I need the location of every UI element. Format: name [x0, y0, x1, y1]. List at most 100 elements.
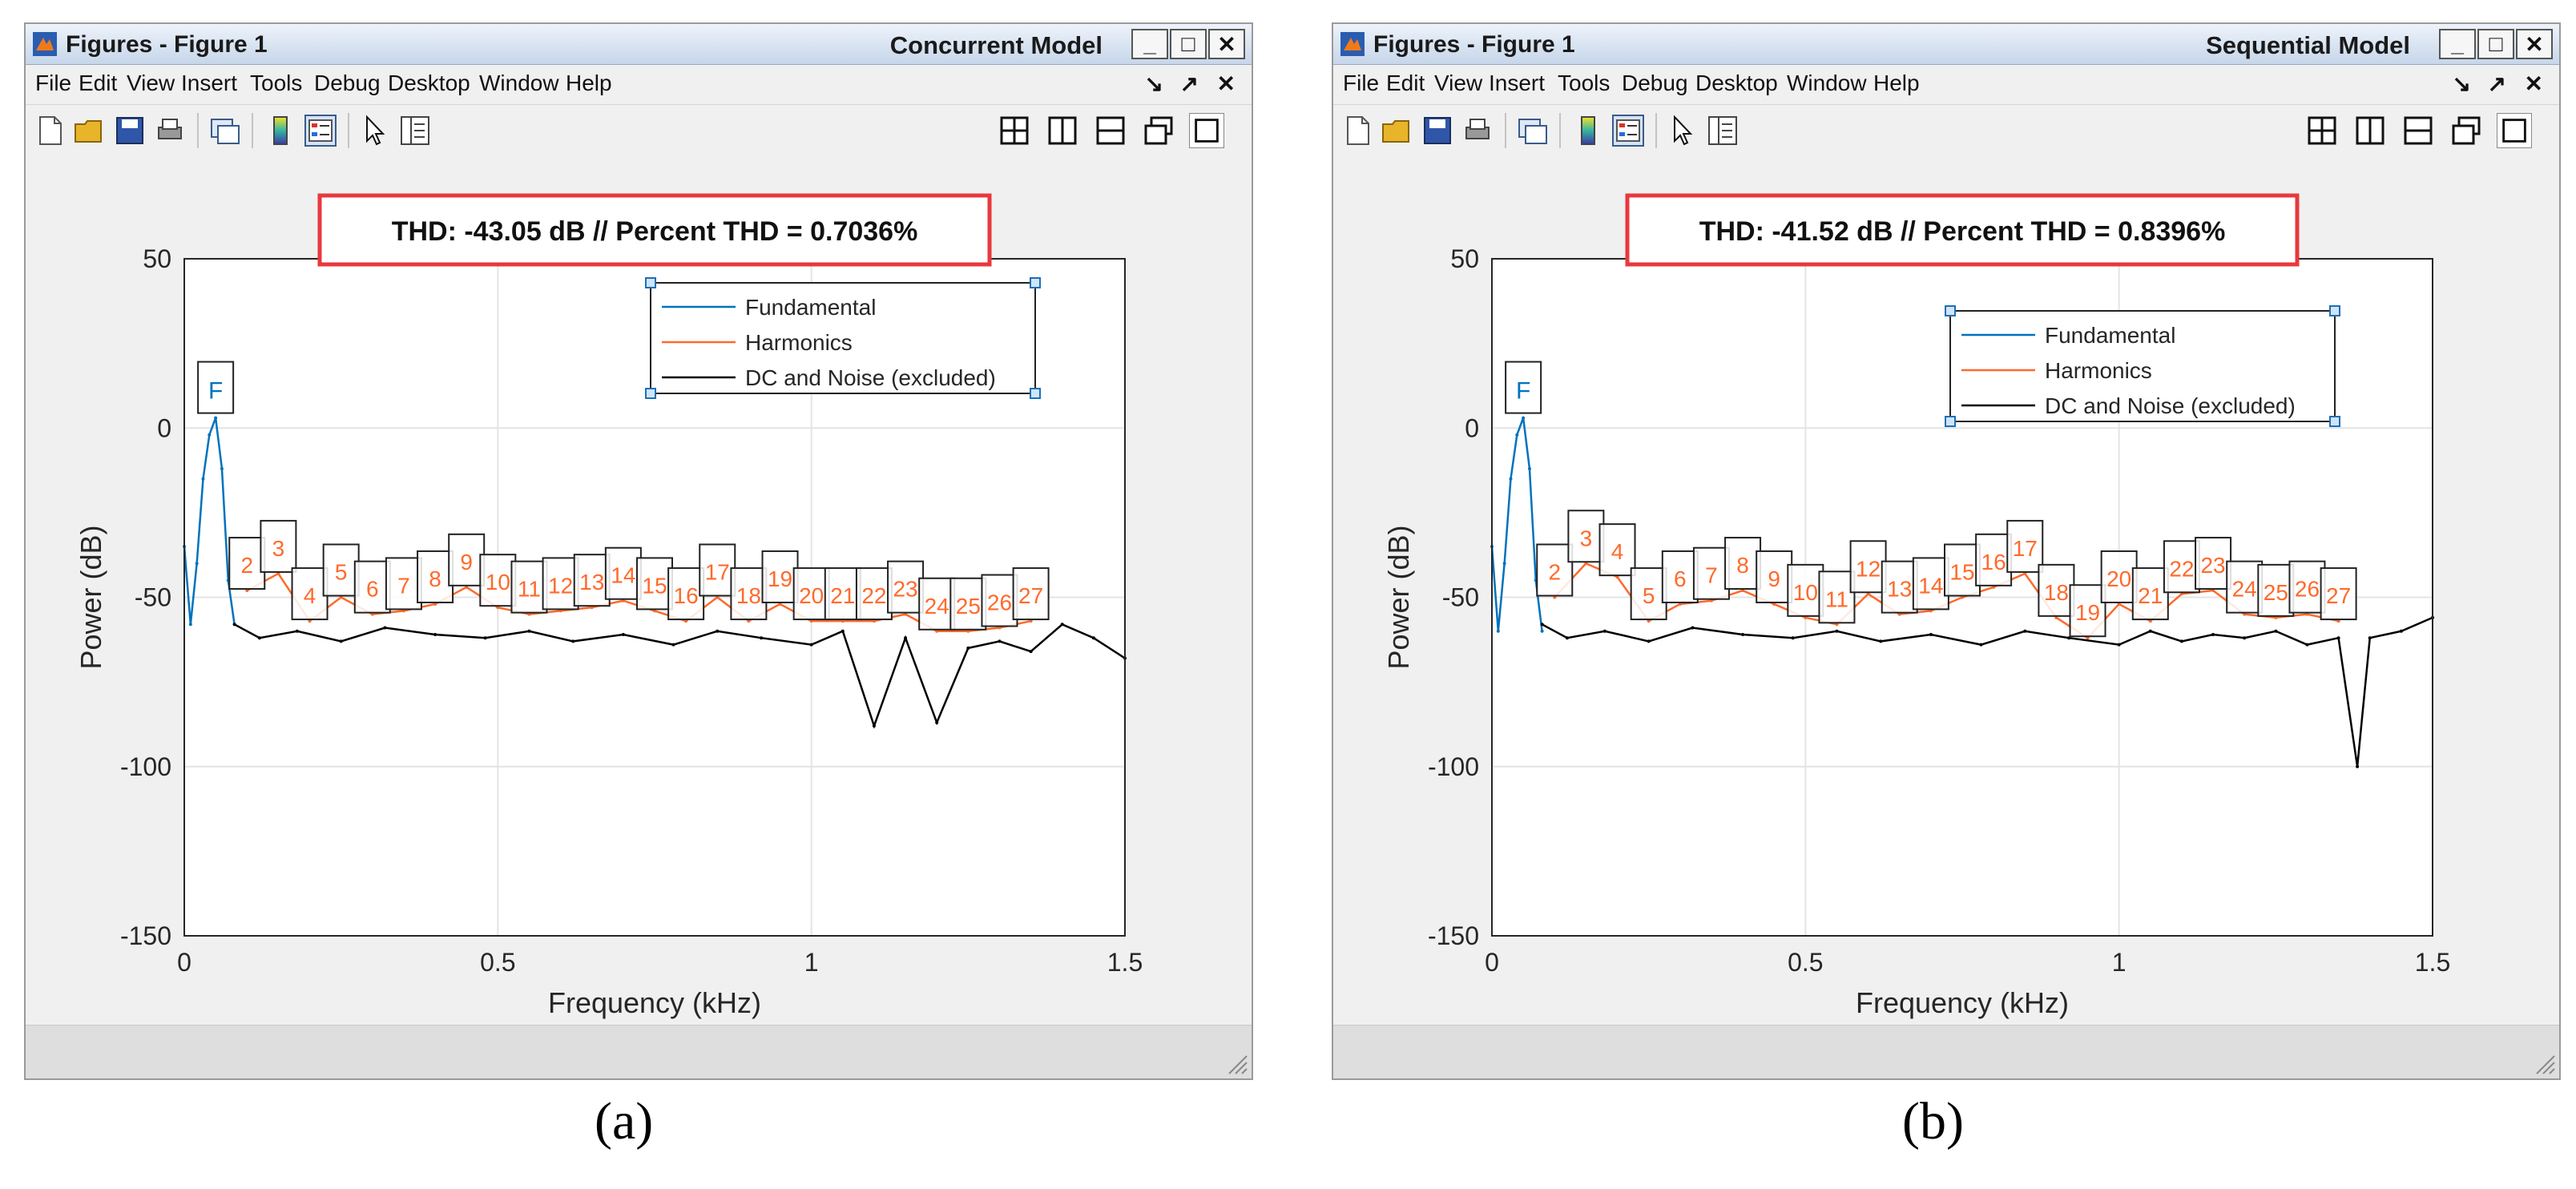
y-tick-label: -100	[1428, 752, 1479, 781]
close-figure-icon[interactable]: ✕	[1216, 71, 1236, 96]
legend-entry: Harmonics	[745, 330, 853, 355]
harmonic-marker-label: 25	[956, 594, 981, 619]
close-button[interactable]: ✕	[2516, 29, 2553, 59]
data-point	[2211, 632, 2215, 636]
insert-legend-icon[interactable]	[1611, 113, 1646, 148]
data-point	[621, 632, 625, 636]
insert-colorbar-icon[interactable]	[1570, 113, 1606, 148]
data-point	[214, 416, 218, 420]
harmonic-marker-label: 24	[2232, 577, 2257, 602]
legend-resize-handle	[2329, 416, 2340, 427]
dock-arrow-icon[interactable]: ↘	[2452, 71, 2471, 96]
menu-view[interactable]: View	[127, 71, 175, 95]
tile-rows-icon[interactable]	[1093, 113, 1128, 148]
title-bar[interactable]: Figures - Figure 1 Sequential Model _ □ …	[1333, 24, 2559, 65]
menu-window[interactable]: Window	[479, 71, 559, 95]
harmonic-marker-label: 20	[799, 583, 824, 608]
print-icon[interactable]	[1460, 113, 1495, 148]
link-plot-icon[interactable]	[207, 113, 242, 148]
menu-help[interactable]: Help	[1873, 71, 1920, 95]
fundamental-marker-label: F	[1516, 378, 1530, 405]
undock-arrow-icon[interactable]: ↗	[1179, 71, 1199, 96]
maximize-button[interactable]: □	[1170, 29, 1207, 59]
menu-insert[interactable]: Insert	[181, 71, 238, 95]
property-inspector-icon[interactable]	[1705, 113, 1740, 148]
save-icon[interactable]	[1420, 113, 1455, 148]
tile-columns-icon[interactable]	[2352, 113, 2388, 148]
y-axis-label: Power (dB)	[1382, 525, 1415, 669]
resize-grip-icon[interactable]	[2532, 1051, 2556, 1075]
x-tick-label: 1.5	[2415, 948, 2450, 977]
menu-help[interactable]: Help	[566, 71, 612, 95]
harmonic-marker-box	[1692, 546, 1730, 600]
harmonic-marker-box	[448, 533, 486, 586]
resize-grip-icon[interactable]	[1224, 1051, 1248, 1075]
menu-view[interactable]: View	[1434, 71, 1483, 95]
harmonic-marker-label: 23	[893, 577, 917, 602]
harmonic-marker-label: 21	[830, 583, 855, 608]
menu-window[interactable]: Window	[1787, 71, 1867, 95]
close-figure-icon[interactable]: ✕	[2524, 71, 2543, 96]
link-plot-icon[interactable]	[1514, 113, 1550, 148]
maximize-figure-icon[interactable]	[1189, 113, 1224, 148]
menu-tools[interactable]: Tools	[1558, 71, 1611, 95]
x-axis-label: Frequency (kHz)	[1856, 986, 2069, 1019]
fundamental-marker-label: F	[208, 378, 223, 405]
tile-grid-icon[interactable]	[997, 113, 1032, 148]
save-icon[interactable]	[112, 113, 147, 148]
harmonic-marker-label: 15	[1949, 560, 1974, 585]
harmonic-marker-label: 16	[674, 583, 699, 608]
menu-desktop[interactable]: Desktop	[388, 71, 470, 95]
maximize-button[interactable]: □	[2477, 29, 2514, 59]
legend-box	[650, 282, 1036, 394]
menu-edit[interactable]: Edit	[79, 71, 118, 95]
dock-arrow-icon[interactable]: ↘	[1144, 71, 1163, 96]
tile-rows-icon[interactable]	[2401, 113, 2436, 148]
legend-box	[1949, 310, 2336, 422]
menu-file[interactable]: File	[35, 71, 72, 95]
harmonic-marker-label: 8	[429, 566, 441, 591]
tile-grid-icon[interactable]	[2304, 113, 2340, 148]
pointer-arrow-icon[interactable]	[357, 113, 393, 148]
open-file-icon[interactable]	[72, 113, 107, 148]
minimize-button[interactable]: _	[1131, 29, 1168, 59]
harmonic-marker-box	[353, 560, 391, 614]
legend-resize-handle	[1030, 388, 1041, 399]
insert-colorbar-icon[interactable]	[263, 113, 298, 148]
undock-arrow-icon[interactable]: ↗	[2487, 71, 2506, 96]
pointer-arrow-icon[interactable]	[1665, 113, 1700, 148]
harmonic-marker-box	[260, 519, 297, 573]
data-point	[2336, 636, 2340, 640]
y-tick-label: -50	[135, 583, 171, 612]
new-figure-icon[interactable]	[1340, 113, 1375, 148]
property-inspector-icon[interactable]	[397, 113, 433, 148]
print-icon[interactable]	[152, 113, 187, 148]
harmonic-marker-label: 26	[987, 590, 1012, 615]
menu-debug[interactable]: Debug	[1622, 71, 1688, 95]
data-point	[1866, 592, 1870, 596]
data-point	[195, 562, 199, 566]
harmonic-marker-box	[761, 550, 799, 603]
float-window-icon[interactable]	[1141, 113, 1176, 148]
title-bar[interactable]: Figures - Figure 1 Concurrent Model _ □ …	[26, 24, 1252, 65]
menu-debug[interactable]: Debug	[314, 71, 381, 95]
minimize-button[interactable]: _	[2439, 29, 2476, 59]
menu-file[interactable]: File	[1343, 71, 1380, 95]
harmonic-marker-label: 6	[1674, 566, 1687, 591]
data-point	[966, 646, 970, 650]
data-point	[2399, 629, 2403, 633]
menu-insert[interactable]: Insert	[1489, 71, 1546, 95]
menu-desktop[interactable]: Desktop	[1695, 71, 1778, 95]
open-file-icon[interactable]	[1380, 113, 1415, 148]
insert-legend-icon[interactable]	[303, 113, 338, 148]
tile-columns-icon[interactable]	[1045, 113, 1080, 148]
harmonic-marker-label: 12	[1856, 556, 1881, 581]
menu-edit[interactable]: Edit	[1386, 71, 1425, 95]
maximize-figure-icon[interactable]	[2497, 113, 2532, 148]
close-button[interactable]: ✕	[1208, 29, 1245, 59]
menu-tools[interactable]: Tools	[250, 71, 303, 95]
legend-entry: Fundamental	[2045, 323, 2175, 348]
float-window-icon[interactable]	[2449, 113, 2484, 148]
new-figure-icon[interactable]	[32, 113, 67, 148]
data-point	[295, 629, 299, 633]
